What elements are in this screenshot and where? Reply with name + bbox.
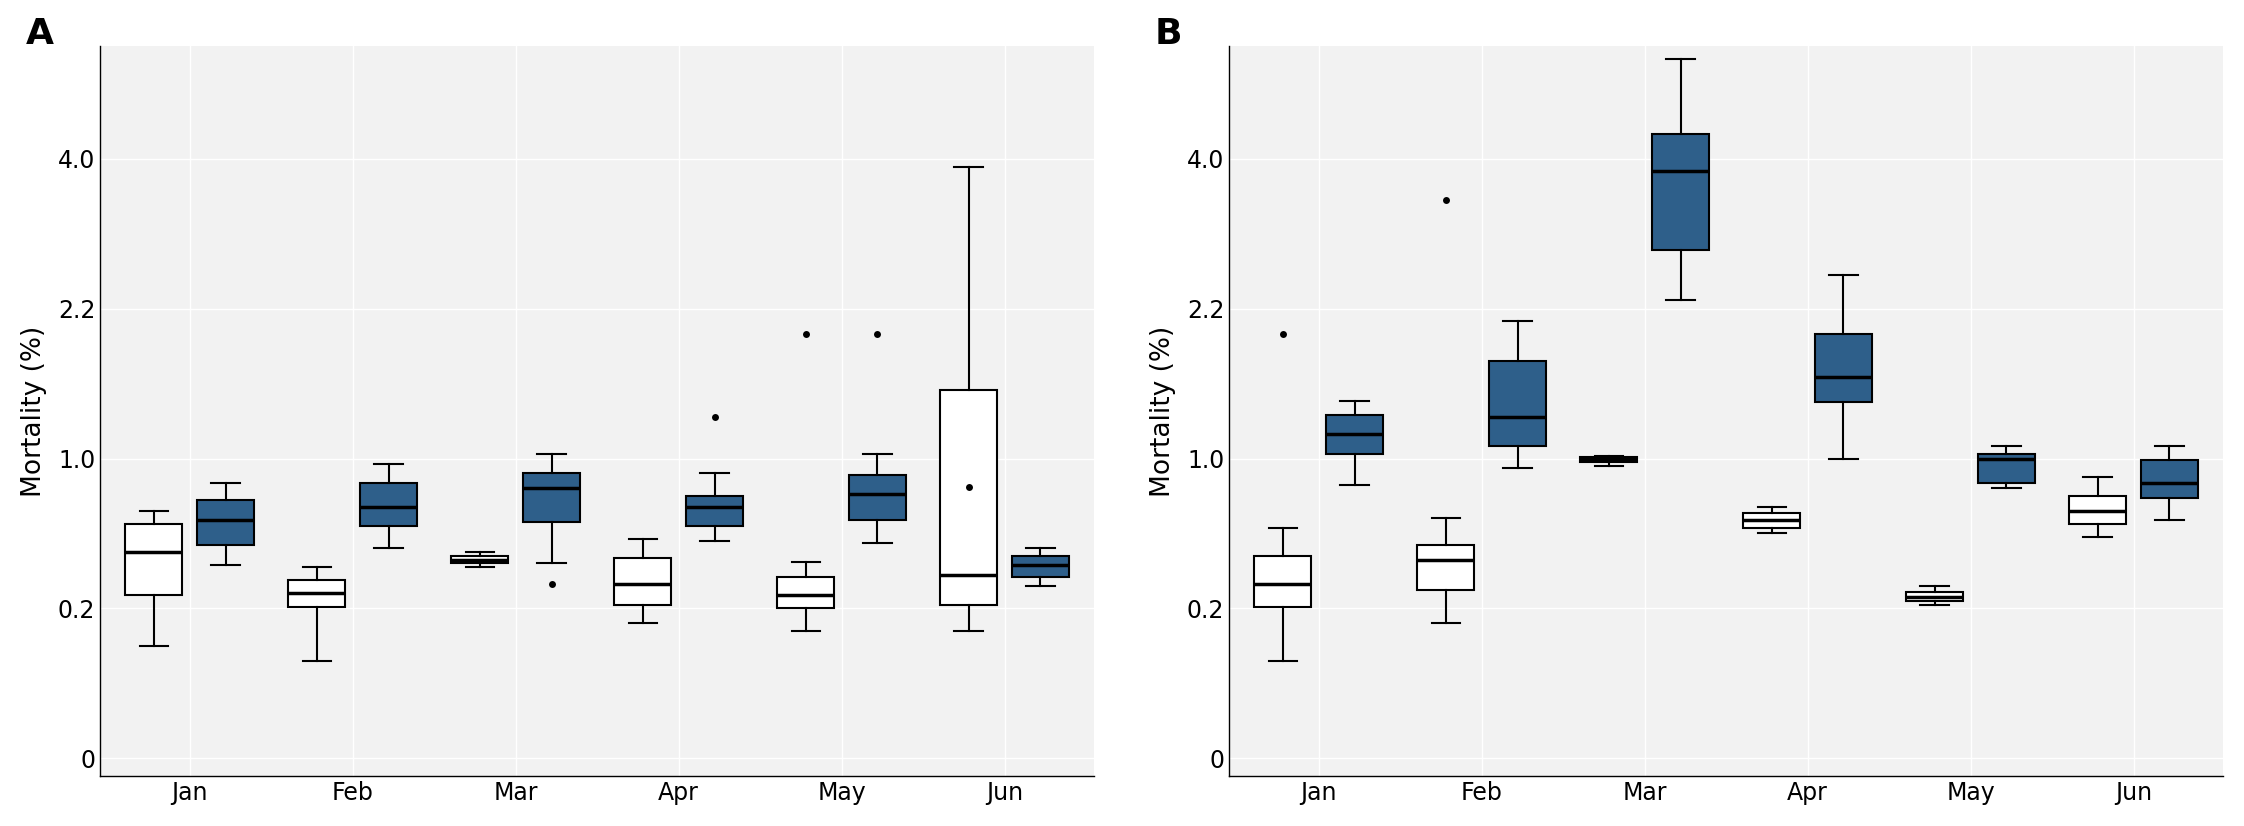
- Y-axis label: Mortality (%): Mortality (%): [1149, 325, 1176, 497]
- PathPatch shape: [1490, 361, 1546, 446]
- PathPatch shape: [1012, 556, 1068, 577]
- PathPatch shape: [1254, 556, 1310, 606]
- PathPatch shape: [1652, 134, 1710, 250]
- PathPatch shape: [2141, 460, 2197, 498]
- PathPatch shape: [126, 524, 182, 596]
- PathPatch shape: [1418, 544, 1474, 590]
- Y-axis label: Mortality (%): Mortality (%): [20, 325, 47, 497]
- PathPatch shape: [1744, 513, 1800, 528]
- PathPatch shape: [1580, 458, 1638, 463]
- PathPatch shape: [848, 476, 907, 520]
- Text: B: B: [1156, 17, 1183, 51]
- PathPatch shape: [615, 558, 671, 605]
- PathPatch shape: [2069, 496, 2127, 524]
- PathPatch shape: [1905, 591, 1964, 601]
- PathPatch shape: [523, 473, 581, 522]
- PathPatch shape: [1815, 334, 1871, 402]
- PathPatch shape: [776, 577, 835, 609]
- Text: A: A: [25, 17, 54, 51]
- PathPatch shape: [940, 390, 996, 605]
- PathPatch shape: [289, 581, 346, 606]
- PathPatch shape: [359, 483, 417, 526]
- PathPatch shape: [1326, 415, 1382, 453]
- PathPatch shape: [687, 496, 743, 526]
- PathPatch shape: [1977, 453, 2035, 483]
- PathPatch shape: [197, 500, 254, 544]
- PathPatch shape: [451, 556, 509, 563]
